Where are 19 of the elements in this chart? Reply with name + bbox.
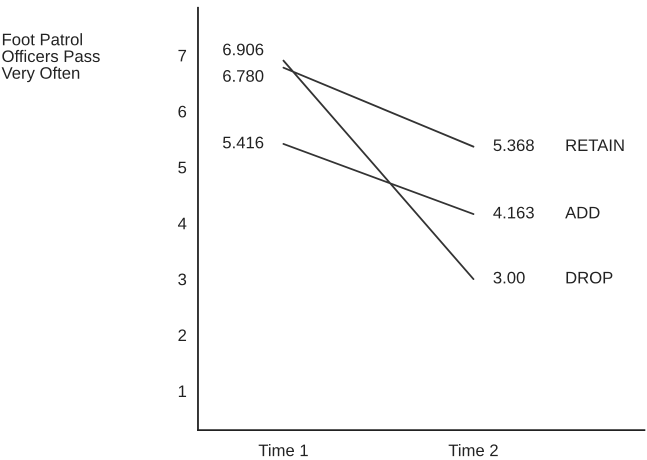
y-tick-label: 5 [178, 162, 186, 174]
y-tick-label: 3 [178, 273, 186, 286]
y-axis-title: Foot Patrol Officers Pass Very Often [2, 33, 100, 82]
x-tick-label: Time 2 [448, 444, 498, 456]
text: DROP [566, 272, 612, 284]
y-tick-label: 7 [178, 50, 186, 62]
y-tick-label: 4 [178, 218, 186, 230]
text: RETAIN [566, 139, 624, 151]
data-label: 6.780 [223, 70, 264, 82]
data-label: 4.163 [493, 206, 534, 219]
text: ADD [565, 206, 600, 218]
y-tick-label: 6 [178, 106, 186, 118]
data-label: 3.00 [494, 272, 525, 284]
y-tick-label: 2 [178, 329, 186, 342]
data-label: 6.906 [223, 44, 264, 56]
y-tick-label: 1 [178, 386, 186, 397]
x-tick-label: Time 1 [258, 444, 308, 456]
data-label: 5.368 [494, 139, 534, 152]
data-label: 5.416 [222, 136, 264, 148]
